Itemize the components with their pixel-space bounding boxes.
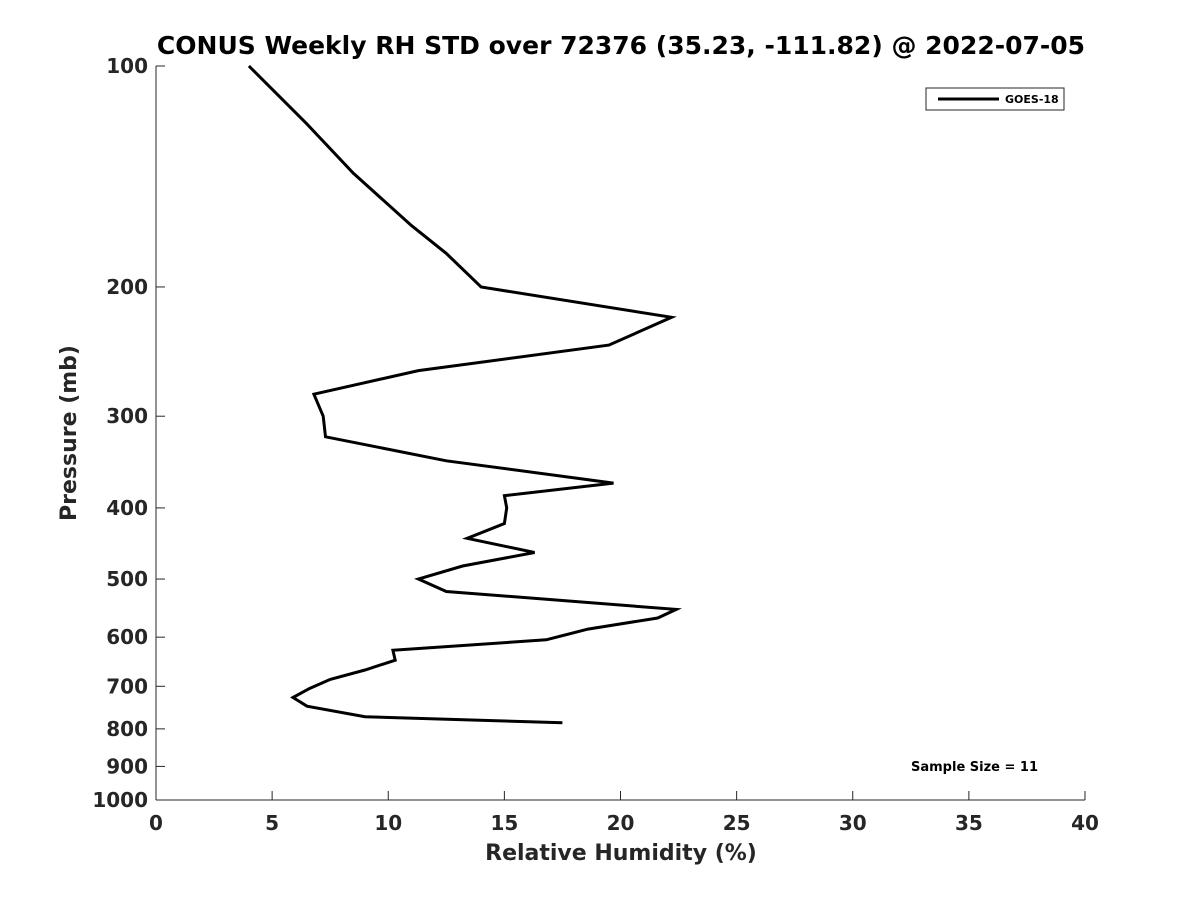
- y-tick-label: 300: [106, 404, 148, 428]
- legend: GOES-18: [925, 87, 1065, 111]
- y-tick-label: 1000: [92, 788, 148, 812]
- series-group: [247, 64, 683, 725]
- x-tick-label: 20: [607, 811, 635, 835]
- y-tick-label: 200: [106, 275, 148, 299]
- y-tick-label: 100: [106, 54, 148, 78]
- x-tick-label: 35: [955, 811, 983, 835]
- x-ticks: 0 5 10 15 20 25 30 35 40: [149, 791, 1099, 835]
- y-tick-label: 800: [106, 717, 148, 741]
- y-tick-label: 500: [106, 567, 148, 591]
- sample-size-annotation: Sample Size = 11: [911, 760, 1038, 775]
- y-axis-label: Pressure (mb): [57, 345, 82, 521]
- chart-title: CONUS Weekly RH STD over 72376 (35.23, -…: [157, 31, 1085, 60]
- x-tick-label: 10: [374, 811, 402, 835]
- y-tick-label: 600: [106, 625, 148, 649]
- y-tick-label: 900: [106, 754, 148, 778]
- x-tick-label: 15: [490, 811, 518, 835]
- legend-label: GOES-18: [1005, 93, 1059, 106]
- y-ticks: 100 200 300 400 500 600 700 800 900 1000: [92, 54, 165, 812]
- y-tick-label: 700: [106, 674, 148, 698]
- x-tick-label: 30: [839, 811, 867, 835]
- x-tick-label: 25: [723, 811, 751, 835]
- series-line: [247, 64, 683, 725]
- x-tick-label: 5: [265, 811, 279, 835]
- x-tick-label: 40: [1071, 811, 1099, 835]
- x-axis-label: Relative Humidity (%): [485, 841, 757, 866]
- plot-area: 0 5 10 15 20 25 30 35 40 100 200 300 400 500 600 700 80…: [92, 54, 1099, 835]
- y-tick-label: 400: [106, 496, 148, 520]
- x-tick-label: 0: [149, 811, 163, 835]
